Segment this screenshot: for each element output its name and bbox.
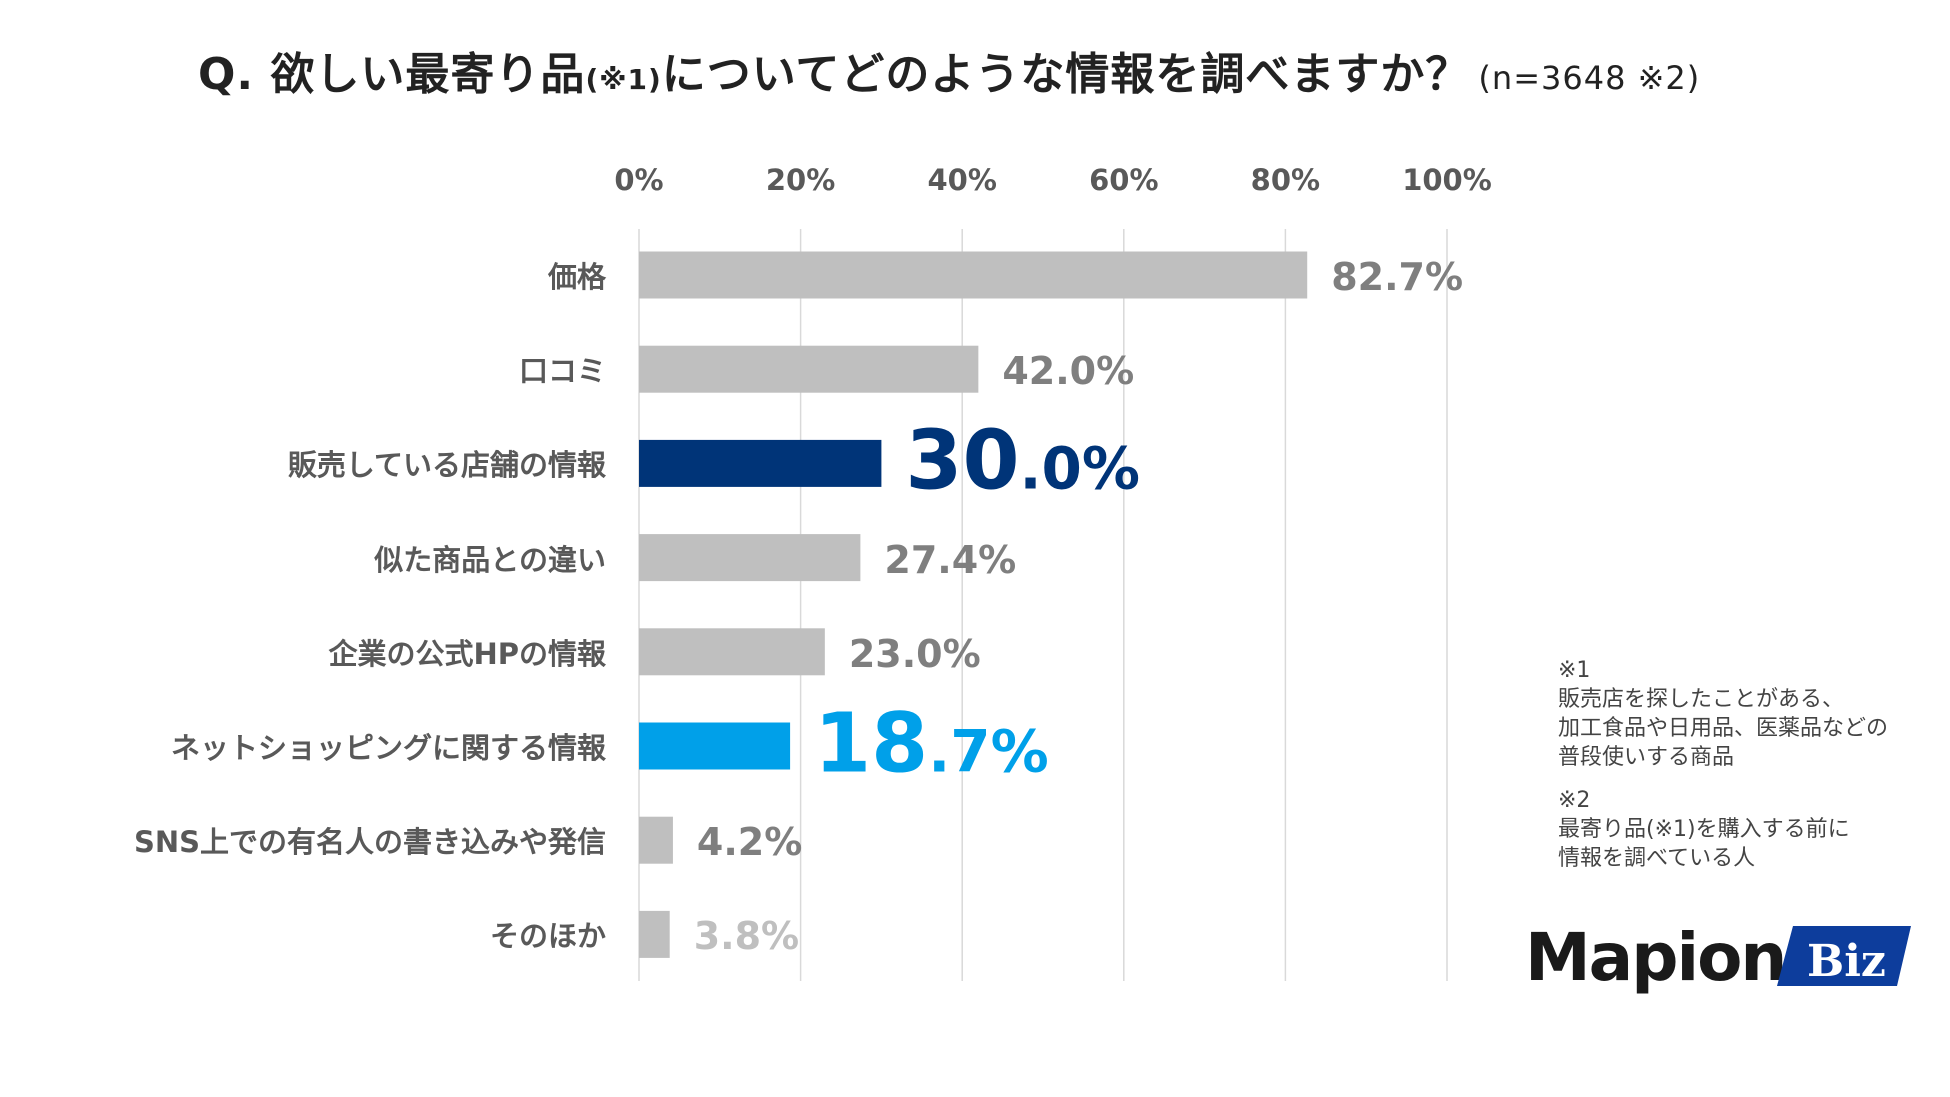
bar bbox=[639, 910, 670, 958]
bar bbox=[639, 251, 1308, 299]
chart-title: Q. 欲しい最寄り品(※1)についてどのような情報を調べますか？ (n=3648 … bbox=[198, 38, 1700, 102]
value-label-decimal: .0% bbox=[1019, 434, 1141, 503]
category-label: 企業の公式HPの情報 bbox=[328, 636, 606, 671]
title-sample-size: (n=3648 ※2) bbox=[1478, 59, 1701, 97]
title-rest: についてどのような情報を調べますか？ bbox=[661, 49, 1471, 100]
bar bbox=[639, 534, 861, 582]
x-tick-label: 20% bbox=[765, 163, 836, 197]
bar bbox=[639, 722, 791, 770]
bar bbox=[639, 628, 825, 676]
value-label: 82.7% bbox=[1331, 255, 1464, 299]
value-label: 30.0% bbox=[905, 414, 1140, 509]
category-label: ネットショッピングに関する情報 bbox=[170, 731, 606, 765]
value-label: 3.8% bbox=[693, 914, 800, 959]
value-label: 18.7% bbox=[814, 697, 1049, 792]
svg-text:Biz: Biz bbox=[1807, 936, 1886, 987]
bar bbox=[639, 816, 673, 864]
category-label: 価格 bbox=[547, 260, 606, 294]
x-tick-label: 80% bbox=[1250, 163, 1321, 197]
footnote-1-mark: ※1 bbox=[1558, 658, 1591, 683]
x-tick-label: 0% bbox=[614, 163, 664, 197]
category-label: 販売している店舗の情報 bbox=[287, 448, 606, 483]
title-note-ref: (※1) bbox=[585, 63, 662, 96]
value-label-integer: 18 bbox=[814, 696, 929, 792]
logo-graphic: Mapion Biz bbox=[1525, 919, 1911, 996]
footnote-1-line: 普段使いする商品 bbox=[1558, 745, 1735, 770]
footnote-1-line: 加工食品や日用品、医薬品などの bbox=[1558, 716, 1889, 741]
value-label-integer: 30 bbox=[905, 413, 1020, 509]
footnote-1-line: 販売店を探したことがある、 bbox=[1558, 687, 1845, 712]
x-tick-label: 60% bbox=[1089, 163, 1159, 197]
bar bbox=[639, 439, 882, 487]
bar bbox=[639, 345, 979, 393]
footnote-2-line: 最寄り品(※1)を購入する前に bbox=[1558, 817, 1850, 842]
category-label: SNS上での有名人の書き込みや発信 bbox=[133, 825, 606, 860]
category-label: そのほか bbox=[489, 919, 606, 954]
x-tick-label: 100% bbox=[1402, 163, 1492, 197]
footnote-2-mark: ※2 bbox=[1558, 788, 1591, 813]
svg-text:Mapion: Mapion bbox=[1525, 919, 1785, 996]
mapion-biz-logo: Mapion Biz bbox=[1525, 918, 1925, 1012]
footnotes: ※1 販売店を探したことがある、 加工食品や日用品、医薬品などの 普段使いする商… bbox=[1558, 656, 1888, 887]
title-main: Q. 欲しい最寄り品 bbox=[198, 49, 586, 100]
value-label: 27.4% bbox=[884, 537, 1017, 582]
value-label-decimal: .7% bbox=[928, 717, 1049, 786]
value-label: 42.0% bbox=[1002, 349, 1135, 394]
category-label: 似た商品との違い bbox=[374, 542, 606, 577]
x-tick-label: 40% bbox=[927, 163, 997, 197]
value-label: 4.2% bbox=[696, 820, 803, 865]
value-label: 23.0% bbox=[848, 631, 981, 676]
category-label: 口コミ bbox=[518, 354, 606, 389]
footnote-2-line: 情報を調べている人 bbox=[1558, 846, 1756, 871]
